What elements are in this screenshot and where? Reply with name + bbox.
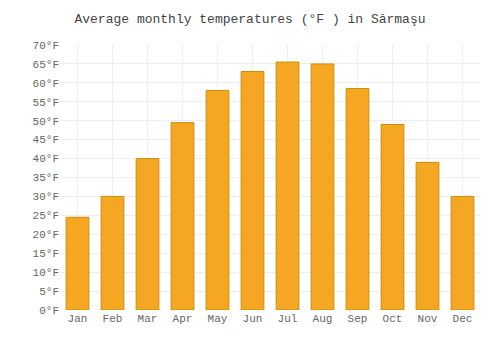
svg-text:Apr: Apr xyxy=(173,313,193,325)
svg-text:Mar: Mar xyxy=(138,313,158,325)
svg-text:Average monthly temperatures (: Average monthly temperatures (°F ) in Să… xyxy=(74,12,425,27)
svg-text:30°F: 30°F xyxy=(33,191,59,203)
svg-text:70°F: 70°F xyxy=(33,40,59,52)
svg-text:Feb: Feb xyxy=(103,313,123,325)
svg-text:Jan: Jan xyxy=(68,313,88,325)
svg-text:Sep: Sep xyxy=(348,313,368,325)
svg-text:5°F: 5°F xyxy=(39,286,59,298)
svg-text:0°F: 0°F xyxy=(39,305,59,317)
svg-text:Jun: Jun xyxy=(243,313,263,325)
svg-text:15°F: 15°F xyxy=(33,248,59,260)
svg-text:Nov: Nov xyxy=(418,313,438,325)
svg-text:35°F: 35°F xyxy=(33,172,59,184)
svg-text:60°F: 60°F xyxy=(33,78,59,90)
svg-text:Aug: Aug xyxy=(313,313,333,325)
svg-text:50°F: 50°F xyxy=(33,116,59,128)
svg-text:Dec: Dec xyxy=(453,313,473,325)
svg-text:45°F: 45°F xyxy=(33,134,59,146)
svg-text:65°F: 65°F xyxy=(33,59,59,71)
svg-text:Oct: Oct xyxy=(383,313,403,325)
svg-text:May: May xyxy=(208,313,228,325)
svg-text:25°F: 25°F xyxy=(33,210,59,222)
svg-text:20°F: 20°F xyxy=(33,229,59,241)
svg-text:40°F: 40°F xyxy=(33,153,59,165)
svg-text:10°F: 10°F xyxy=(33,267,59,279)
svg-text:Jul: Jul xyxy=(278,313,298,325)
svg-text:55°F: 55°F xyxy=(33,97,59,109)
